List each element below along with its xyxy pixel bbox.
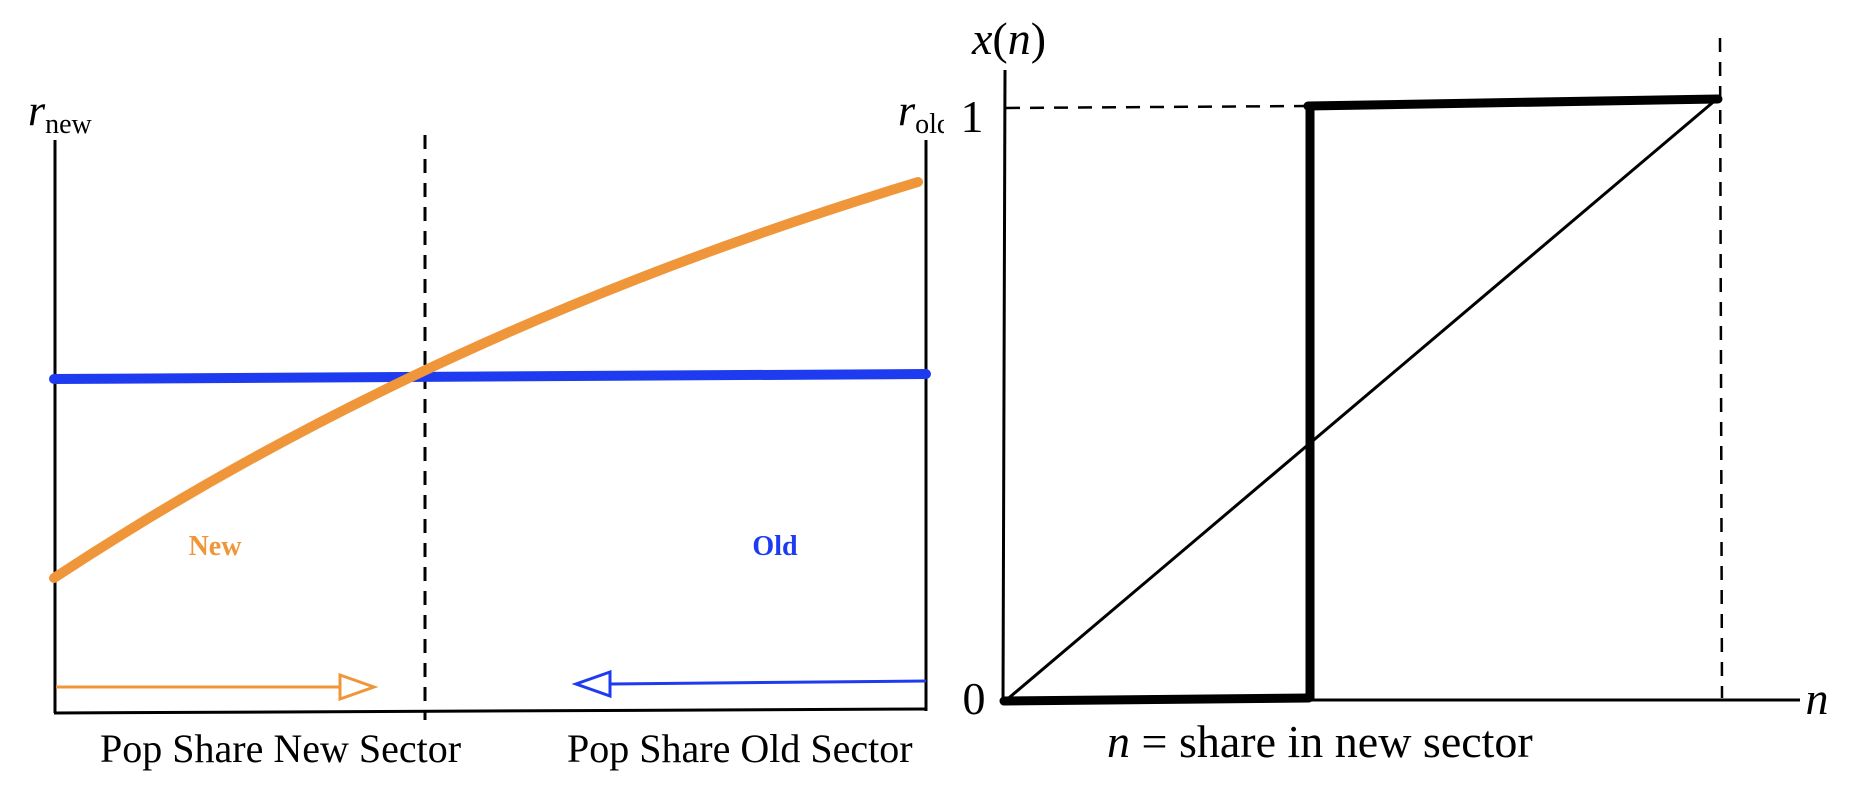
x-label-old-sector: Pop Share Old Sector [567,726,913,771]
step-function [999,94,1723,706]
r-old-label: rold [898,86,951,140]
left-panel: New Old rnew rold Pop Share New Sector P… [28,86,951,771]
x-of-n-x: x [971,13,993,64]
x-of-n-label: x(n) [971,13,1046,64]
new-sector-curve [49,177,923,583]
r-new-label: rnew [28,86,93,140]
x-label-new-sector: Pop Share New Sector [100,726,461,771]
right-panel: x(n) 1 0 n n = share in new sector [961,13,1829,767]
new-share-arrow [56,672,379,702]
r-old-subscript: old [915,109,951,140]
caption: n = share in new sector [1107,716,1533,767]
x-of-n-close: ) [1031,13,1046,64]
y-one-dashed-line [1005,104,1310,110]
r-new-base: r [28,86,46,135]
caption-var: n [1107,716,1130,767]
x-of-n-open: ( [992,13,1007,64]
x-of-n-n: n [1008,13,1031,64]
x-of-n-axis [1001,69,1007,703]
tick-label-one: 1 [961,91,984,142]
bottom-axis [53,707,928,715]
r-old-base: r [898,86,916,135]
old-curve-label: Old [752,531,798,562]
n-one-dashed-line [1718,37,1724,699]
old-sector-line [49,369,931,384]
new-curve-label: New [189,531,243,562]
diagonal-line [1003,96,1719,704]
r-new-subscript: new [45,109,92,140]
tick-label-zero: 0 [963,673,986,724]
caption-rest: = share in new sector [1130,716,1533,767]
old-share-arrow [571,669,927,699]
n-axis-label: n [1806,673,1829,724]
